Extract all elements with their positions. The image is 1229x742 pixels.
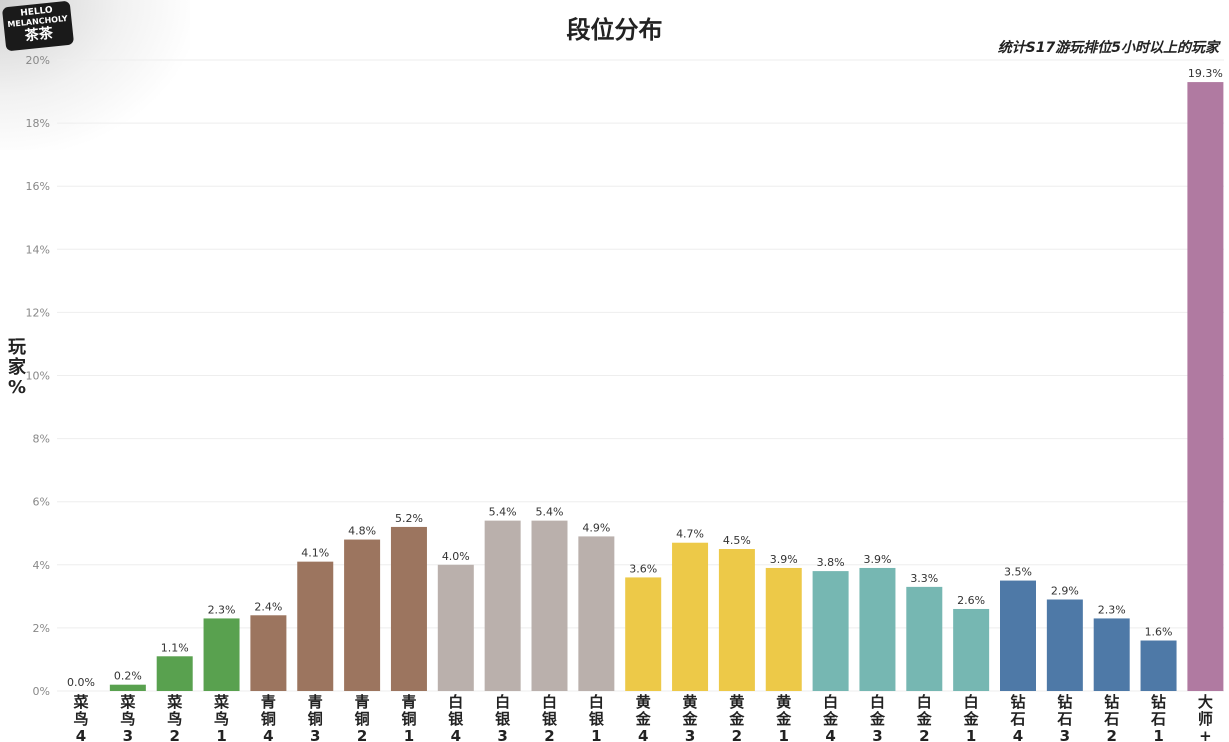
data-label: 19.3%: [1188, 67, 1223, 80]
y-tick-label: 6%: [33, 496, 50, 509]
data-label: 2.4%: [254, 600, 282, 613]
x-tick-label: 菜鸟 2: [166, 693, 182, 742]
data-label: 0.2%: [114, 670, 142, 683]
y-tick-label: 18%: [26, 117, 50, 130]
y-tick-label: 12%: [26, 306, 50, 319]
data-label: 5.4%: [489, 506, 517, 519]
bar: [531, 520, 568, 691]
data-label: 0.0%: [67, 676, 95, 689]
bar: [344, 539, 381, 691]
data-label: 3.3%: [910, 572, 938, 585]
x-tick-label: 白银 1: [589, 693, 605, 742]
x-tick-label: 黄金 4: [635, 693, 652, 742]
data-label: 1.6%: [1145, 626, 1173, 639]
bar: [672, 542, 709, 691]
x-tick-label: 菜鸟 1: [213, 693, 229, 742]
x-tick-label: 菜鸟 4: [72, 693, 88, 742]
data-label: 3.6%: [629, 562, 657, 575]
bar: [297, 561, 334, 691]
x-tick-label: 钻石 3: [1056, 693, 1072, 742]
y-tick-label: 20%: [26, 54, 50, 67]
x-tick-label: 青铜 1: [401, 693, 416, 742]
x-tick-label: 白金 3: [869, 693, 886, 742]
data-label: 5.2%: [395, 512, 423, 525]
data-label: 3.8%: [817, 556, 845, 569]
logo: HELLO MELANCHOLY 茶茶: [0, 0, 190, 150]
x-tick-label: 白银 2: [542, 693, 558, 742]
bar: [203, 618, 240, 691]
y-tick-label: 2%: [33, 622, 50, 635]
chart-title: 段位分布: [566, 16, 663, 44]
data-label: 2.9%: [1051, 585, 1079, 598]
data-label: 4.9%: [582, 521, 610, 534]
bar: [718, 549, 755, 691]
bar: [437, 564, 474, 691]
x-tick-label: 白金 4: [822, 693, 839, 742]
x-tick-label: 黄金 2: [728, 693, 745, 742]
x-tick-label: 黄金 1: [775, 693, 792, 742]
bar: [1140, 640, 1177, 691]
x-tick-label: 青铜 4: [261, 693, 276, 742]
bar: [812, 571, 849, 691]
data-label: 4.0%: [442, 550, 470, 563]
x-tick-label: 青铜 3: [308, 693, 323, 742]
x-tick-label: 白金 1: [963, 693, 980, 742]
bar: [1000, 580, 1036, 691]
y-tick-label: 4%: [33, 559, 50, 572]
bar: [484, 520, 521, 691]
x-tick-label: 钻石 1: [1150, 693, 1166, 742]
x-tick-label: 白金 2: [916, 693, 933, 742]
x-tick-label: 白银 4: [448, 693, 464, 742]
bar: [765, 567, 802, 691]
x-tick-label: 白银 3: [495, 693, 511, 742]
bar: [578, 536, 615, 691]
data-label: 1.1%: [161, 641, 189, 654]
bar: [109, 684, 146, 691]
bar: [390, 526, 427, 691]
data-label: 3.5%: [1004, 566, 1032, 579]
bar: [156, 656, 193, 691]
y-tick-label: 8%: [33, 433, 50, 446]
y-tick-label: 10%: [26, 370, 50, 383]
bar: [859, 567, 896, 691]
data-label: 2.3%: [1098, 603, 1126, 616]
x-tick-label: 菜鸟 3: [119, 693, 135, 742]
bar: [625, 577, 662, 691]
data-label: 5.4%: [536, 506, 564, 519]
x-tick-label: 钻石 4: [1009, 693, 1025, 742]
x-tick-label: 钻石 2: [1103, 693, 1119, 742]
data-label: 2.3%: [208, 603, 236, 616]
bar: [250, 615, 287, 691]
bar: [1046, 599, 1083, 691]
data-label: 3.9%: [863, 553, 891, 566]
data-label: 4.8%: [348, 525, 376, 538]
data-label: 4.5%: [723, 534, 751, 547]
bar: [1187, 82, 1224, 691]
data-label: 2.6%: [957, 594, 985, 607]
data-label: 4.7%: [676, 528, 704, 541]
bar: [906, 586, 943, 691]
x-tick-label: 青铜 2: [355, 693, 370, 742]
x-tick-label: 黄金 3: [682, 693, 699, 742]
bar: [953, 608, 990, 691]
y-tick-label: 16%: [26, 180, 50, 193]
data-label: 4.1%: [301, 547, 329, 560]
x-tick-label: 大师+: [1198, 693, 1213, 742]
y-tick-label: 0%: [33, 685, 50, 698]
chart-subtitle: 统计S17游玩排位5小时以上的玩家: [997, 40, 1219, 56]
bar: [1093, 618, 1130, 691]
y-axis-label: 玩家%: [7, 337, 27, 398]
y-tick-label: 14%: [26, 243, 50, 256]
data-label: 3.9%: [770, 553, 798, 566]
